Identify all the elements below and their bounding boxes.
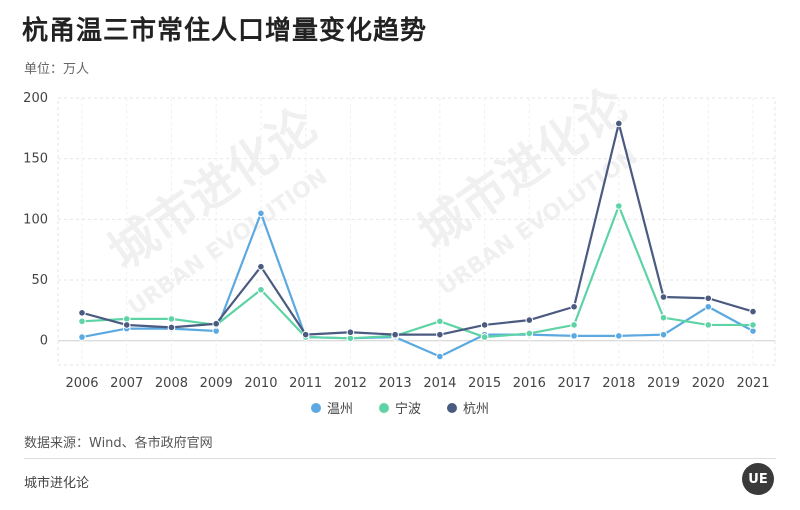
data-point bbox=[78, 333, 86, 341]
data-point bbox=[615, 202, 623, 210]
legend-marker-icon bbox=[310, 402, 321, 413]
y-tick-label: 200 bbox=[23, 91, 48, 106]
brand-name: 城市进化论 bbox=[24, 476, 90, 491]
x-tick-label: 2018 bbox=[602, 376, 635, 390]
data-point bbox=[257, 262, 265, 271]
legend: 温州 宁波 杭州 bbox=[0, 398, 800, 417]
y-tick-label: 150 bbox=[23, 152, 48, 167]
x-tick-label: 2020 bbox=[692, 376, 725, 390]
x-tick-label: 2014 bbox=[423, 376, 456, 390]
data-point bbox=[659, 330, 668, 339]
x-tick-label: 2021 bbox=[736, 376, 769, 390]
data-point bbox=[346, 328, 355, 337]
data-point bbox=[436, 352, 444, 361]
data-point bbox=[525, 316, 534, 324]
data-point bbox=[391, 330, 399, 339]
x-tick-label: 2008 bbox=[155, 376, 188, 390]
data-point bbox=[525, 329, 534, 338]
data-point bbox=[480, 333, 489, 341]
series-line-宁波 bbox=[81, 204, 753, 340]
data-point bbox=[78, 317, 86, 326]
x-tick-label: 2010 bbox=[244, 376, 277, 390]
data-point bbox=[749, 321, 757, 329]
data-point bbox=[257, 285, 265, 294]
x-tick-label: 2006 bbox=[65, 376, 98, 390]
y-tick-label: 100 bbox=[23, 212, 48, 227]
x-tick-label: 2015 bbox=[468, 376, 501, 390]
line-chart: 0 50 100 150 200 2006 2007 2008 2009 2010 2011 2012… bbox=[23, 91, 776, 390]
data-point bbox=[436, 330, 444, 339]
data-point bbox=[122, 321, 131, 329]
data-point bbox=[749, 307, 757, 316]
data-point bbox=[615, 332, 623, 340]
data-point bbox=[704, 302, 713, 311]
legend-label: 宁波 bbox=[394, 402, 421, 417]
x-tick-label: 2009 bbox=[200, 376, 233, 390]
unit-label: 单位：万人 bbox=[24, 62, 90, 77]
brand-logo-icon: UE bbox=[742, 463, 774, 495]
y-tick-label: 50 bbox=[31, 273, 48, 288]
x-tick-label: 2013 bbox=[379, 376, 412, 390]
data-point bbox=[570, 332, 578, 340]
legend-label: 温州 bbox=[326, 402, 353, 417]
footer-divider bbox=[24, 458, 776, 459]
data-point bbox=[704, 321, 713, 329]
data-point bbox=[570, 321, 578, 329]
legend-label: 杭州 bbox=[463, 402, 490, 417]
legend-item: 杭州 bbox=[447, 398, 489, 417]
x-tick-label: 2011 bbox=[289, 376, 322, 390]
chart-title: 杭甬温三市常住人口增量变化趋势 bbox=[22, 16, 428, 46]
legend-marker-icon bbox=[378, 402, 389, 413]
data-point bbox=[704, 294, 713, 303]
data-point bbox=[436, 317, 444, 326]
data-point bbox=[78, 309, 86, 317]
data-point bbox=[257, 209, 265, 218]
data-point bbox=[167, 315, 176, 323]
x-tick-label: 2019 bbox=[647, 376, 680, 390]
data-point bbox=[659, 293, 668, 301]
x-tick-label: 2017 bbox=[558, 376, 591, 390]
legend-item: 温州 bbox=[310, 398, 353, 417]
data-point bbox=[615, 119, 623, 128]
data-point bbox=[570, 302, 578, 311]
data-point bbox=[480, 321, 489, 329]
legend-item: 宁波 bbox=[378, 398, 421, 417]
data-point bbox=[167, 323, 176, 332]
series-line-杭州 bbox=[81, 122, 754, 336]
data-point bbox=[301, 330, 310, 339]
plot-frame bbox=[57, 97, 776, 366]
data-source: 数据来源：Wind、各市政府官网 bbox=[24, 436, 213, 451]
data-point bbox=[659, 313, 668, 322]
x-tick-label: 2016 bbox=[513, 376, 546, 390]
data-point bbox=[212, 319, 220, 328]
y-tick-label: 0 bbox=[40, 334, 48, 349]
legend-marker-icon bbox=[447, 402, 457, 413]
x-tick-label: 2012 bbox=[334, 376, 367, 390]
series-line-温州 bbox=[81, 212, 754, 358]
x-tick-label: 2007 bbox=[110, 376, 143, 390]
